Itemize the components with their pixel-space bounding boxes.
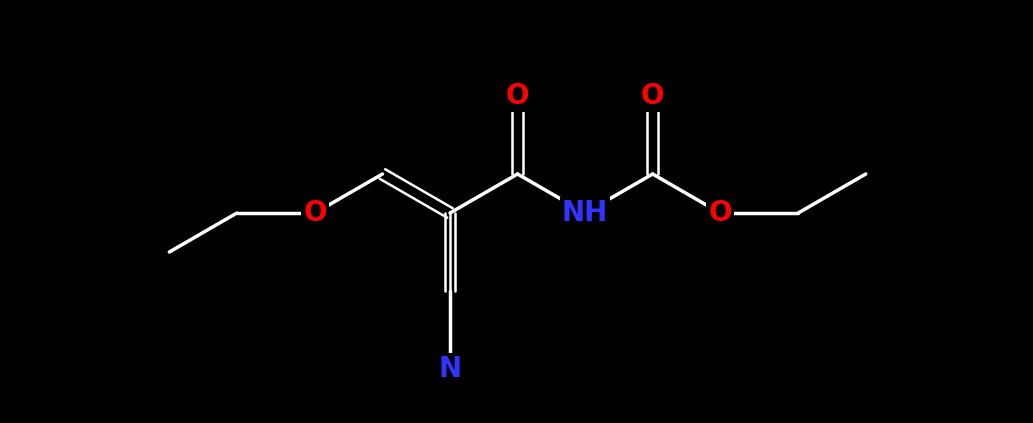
Text: O: O — [506, 82, 529, 110]
Text: O: O — [303, 199, 326, 227]
Text: O: O — [640, 82, 664, 110]
Text: NH: NH — [562, 199, 608, 227]
Text: N: N — [438, 355, 462, 383]
Text: O: O — [709, 199, 732, 227]
